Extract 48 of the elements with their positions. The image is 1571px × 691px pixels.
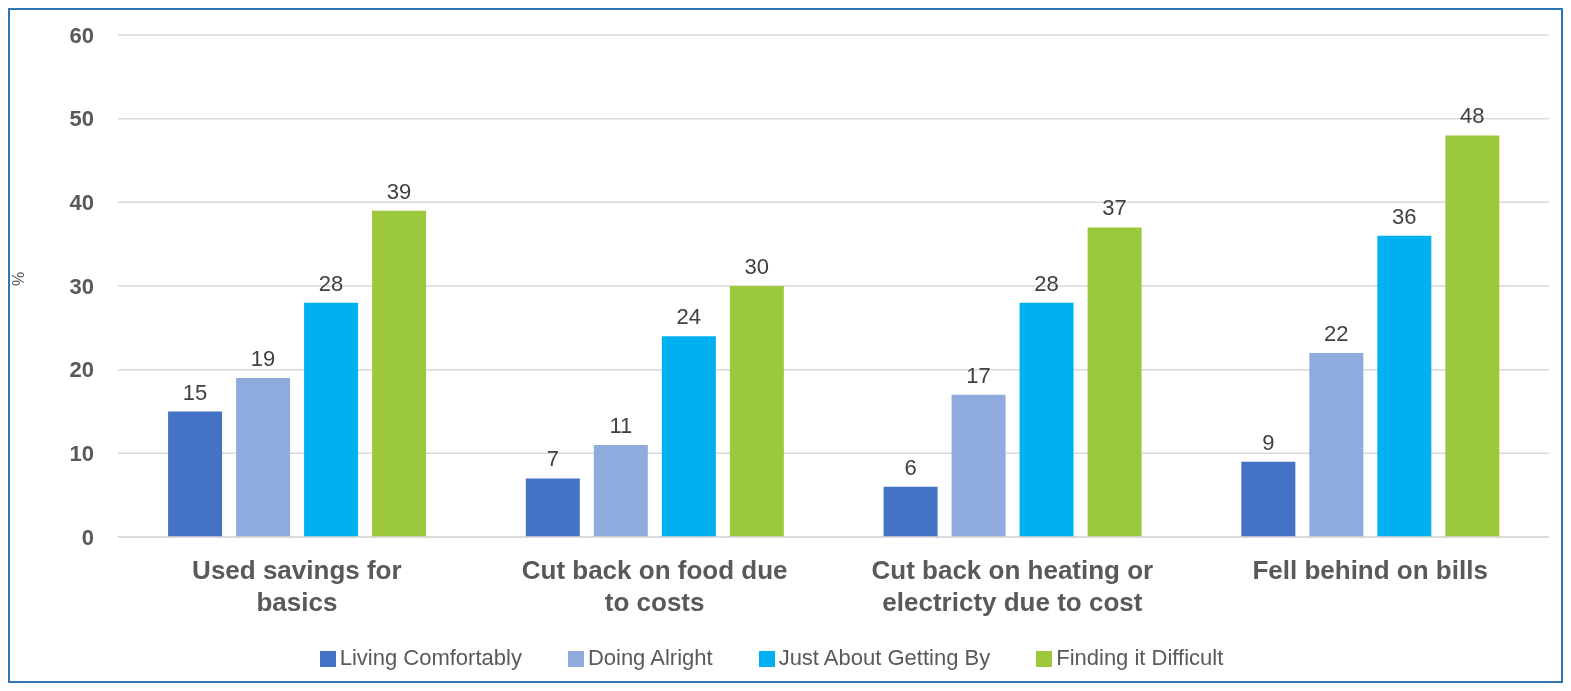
bar <box>883 486 938 537</box>
legend-label: Living Comfortably <box>339 645 522 670</box>
bar <box>951 394 1006 537</box>
bar <box>1309 352 1364 537</box>
y-tick-label: 40 <box>69 190 94 216</box>
bar <box>168 411 223 537</box>
data-label: 36 <box>1392 203 1417 229</box>
data-label: 37 <box>1102 195 1127 221</box>
y-tick-label: 60 <box>69 22 94 48</box>
data-label: 6 <box>904 454 917 480</box>
y-tick-label: 20 <box>69 357 94 383</box>
y-tick-label: 0 <box>81 524 94 550</box>
data-label: 24 <box>676 304 702 330</box>
x-tick-label: Cut back on food due to costs <box>521 555 788 617</box>
bar <box>1019 302 1074 537</box>
bar <box>525 478 580 537</box>
data-label: 39 <box>386 178 412 204</box>
data-label: 28 <box>318 270 344 296</box>
bar <box>1087 227 1142 537</box>
y-tick-label: 10 <box>69 441 94 467</box>
data-label: 11 <box>609 412 633 438</box>
x-tick-label: Fell behind on bills <box>1252 555 1488 585</box>
y-axis-title: % <box>9 271 27 286</box>
data-label: 17 <box>966 362 991 388</box>
data-label: 7 <box>546 446 559 472</box>
y-tick-label: 50 <box>69 106 94 132</box>
bar <box>1445 135 1500 537</box>
bar <box>1377 235 1432 537</box>
data-label: 15 <box>182 379 208 405</box>
y-tick-label: 30 <box>69 273 94 299</box>
bar <box>236 378 291 537</box>
data-label: 22 <box>1324 320 1349 346</box>
data-label: 9 <box>1262 429 1275 455</box>
bar <box>729 286 784 537</box>
bar <box>1241 461 1296 537</box>
bar <box>304 302 359 537</box>
data-label: 30 <box>744 254 770 279</box>
bar <box>661 336 716 537</box>
data-label: 28 <box>1034 270 1059 296</box>
x-tick-label: Used savings for basics <box>192 555 402 617</box>
bar <box>593 444 648 537</box>
bar <box>372 210 427 537</box>
legend-label: Doing Alright <box>587 645 713 670</box>
x-tick-label: Cut back on heating or electricty due to cost <box>871 555 1154 617</box>
data-label: 19 <box>250 346 276 372</box>
legend-label: Just About Getting By <box>778 645 991 670</box>
legend-label: Finding it Difficult <box>1056 645 1224 670</box>
data-label: 48 <box>1460 103 1485 129</box>
